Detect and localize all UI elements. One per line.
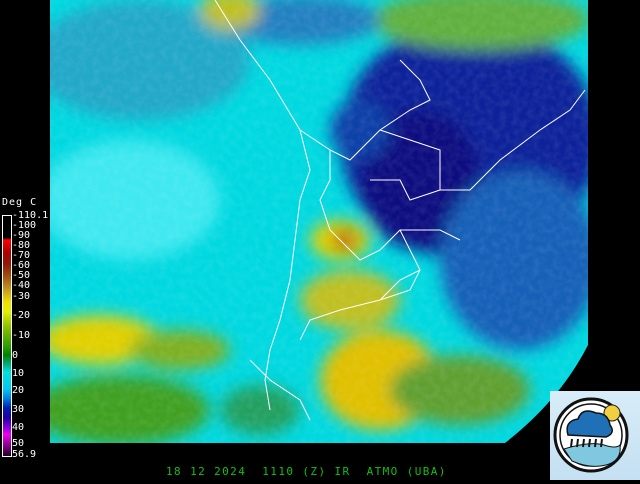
legend-tick: 0 (12, 350, 19, 361)
legend-tick: -30 (12, 291, 31, 302)
legend-tick: -80 (12, 240, 31, 251)
legend-tick: -40 (12, 280, 31, 291)
legend-tick: 20 (12, 385, 25, 396)
caption-source: ATMO (UBA) (366, 465, 447, 478)
legend-tick: 10 (12, 368, 25, 379)
legend-tick: -10 (12, 330, 31, 341)
temperature-color-scale (2, 215, 12, 457)
atmo-logo (550, 391, 640, 480)
legend-tick: 56.9 (12, 449, 37, 460)
image-caption: 18 12 2024 1110 (Z) IR ATMO (UBA) (166, 465, 447, 478)
legend-tick: 30 (12, 404, 25, 415)
caption-date: 18 12 2024 (166, 465, 247, 478)
legend-tick: -50 (12, 270, 31, 281)
weather-cloud-rain-sun-sea-logo-icon (553, 397, 629, 473)
legend-tick: -20 (12, 310, 31, 321)
legend-tick: -90 (12, 230, 31, 241)
caption-channel: IR (334, 465, 351, 478)
caption-time: 1110 (262, 465, 295, 478)
legend-tick: -100 (12, 220, 37, 231)
legend-tick: 40 (12, 422, 25, 433)
legend-tick: -110.1 (12, 210, 49, 221)
legend-tick: -60 (12, 260, 31, 271)
legend-title: Deg C (2, 197, 38, 208)
legend-tick: -70 (12, 250, 31, 261)
caption-zone: (Z) (302, 465, 327, 478)
country-borders (214, 0, 586, 421)
legend-tick: 50 (12, 438, 25, 449)
